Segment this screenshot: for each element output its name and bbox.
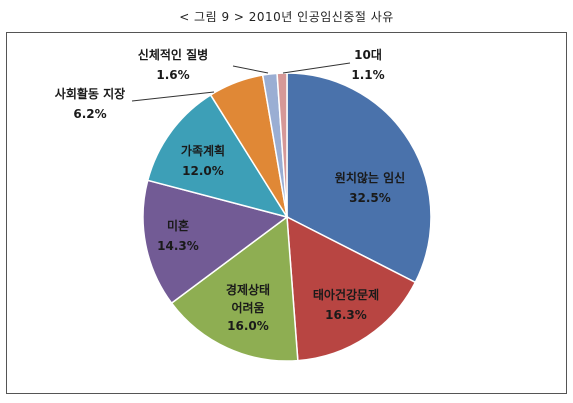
data-label-category: 미혼 — [167, 218, 189, 233]
data-label-category: 가족계획 — [181, 143, 225, 158]
data-label-percent: 14.3% — [157, 239, 199, 253]
data-label-percent: 32.5% — [349, 191, 391, 205]
data-label-percent: 1.1% — [351, 68, 384, 82]
data-label-category: 신체적인 질병 — [138, 47, 208, 62]
data-label-percent: 12.0% — [182, 164, 224, 178]
pie-slice — [170, 215, 299, 362]
pie-slice — [286, 72, 432, 284]
pie-slice — [276, 72, 288, 218]
data-label-category: 경제상태 — [226, 282, 270, 297]
data-label-percent: 16.3% — [325, 308, 367, 322]
data-label-category: 태아건강문제 — [313, 287, 379, 302]
data-label-percent: 6.2% — [73, 107, 106, 121]
data-label-category: 어려움 — [231, 300, 264, 315]
pie-slice — [142, 179, 289, 305]
leader-line — [282, 62, 351, 74]
data-label-percent: 16.0% — [227, 319, 269, 333]
pie-slice — [286, 215, 417, 362]
data-label-percent: 1.6% — [156, 68, 189, 82]
pie-slice — [146, 93, 289, 219]
data-label-category: 사회활동 지장 — [55, 86, 125, 101]
data-label-category: 원치않는 임신 — [335, 170, 405, 185]
leader-line — [232, 65, 269, 74]
data-label-category: 10대 — [354, 48, 382, 62]
figure-caption: < 그림 9 > 2010년 인공임신중절 사유 — [179, 10, 394, 24]
leader-line — [131, 91, 215, 102]
